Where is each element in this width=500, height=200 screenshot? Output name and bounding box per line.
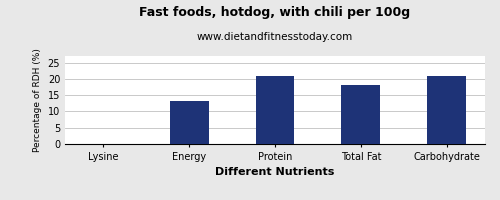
Bar <box>256 76 294 144</box>
X-axis label: Different Nutrients: Different Nutrients <box>216 167 334 177</box>
Text: Fast foods, hotdog, with chili per 100g: Fast foods, hotdog, with chili per 100g <box>140 6 410 19</box>
Y-axis label: Percentage of RDH (%): Percentage of RDH (%) <box>33 48 42 152</box>
Text: www.dietandfitnesstoday.com: www.dietandfitnesstoday.com <box>197 32 353 42</box>
Bar <box>342 85 380 144</box>
Bar <box>428 76 466 144</box>
Bar <box>170 101 208 144</box>
